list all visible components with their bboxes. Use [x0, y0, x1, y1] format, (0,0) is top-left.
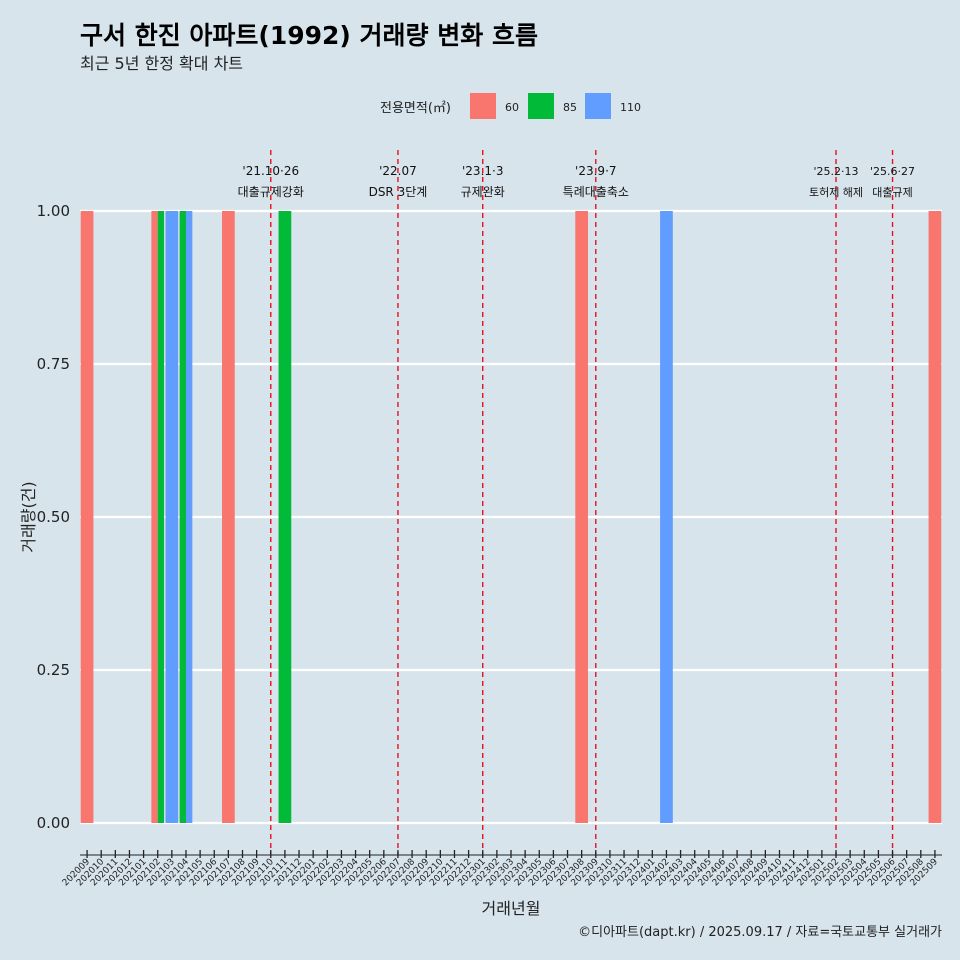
bar-60-202009 [80, 211, 94, 823]
event-date: '22.07 [379, 164, 417, 178]
legend-key-60 [470, 93, 496, 119]
event-label: 규제완화 [461, 185, 505, 199]
legend-label-60: 60 [505, 101, 519, 114]
y-tick-label: 0.00 [37, 814, 70, 832]
bar-85-202104 [179, 211, 186, 823]
bar-110-202104 [185, 211, 193, 823]
y-tick-label: 1.00 [37, 202, 70, 220]
legend-key-110 [585, 93, 611, 119]
bar-110-202402 [660, 211, 673, 823]
event-date: '21.10·26 [242, 164, 299, 178]
event-date: '25.6·27 [870, 165, 915, 178]
event-date: '25.2·13 [814, 165, 859, 178]
event-label: DSR 3단계 [369, 185, 428, 199]
y-tick-label: 0.75 [37, 355, 70, 373]
legend-label-85: 85 [563, 101, 577, 114]
bars [80, 211, 942, 823]
bar-60-202509 [928, 211, 942, 823]
event-labels: '21.10·26 대출규제강화 '22.07 DSR 3단계 '23.1·3 규제완화 '… [238, 164, 915, 199]
legend: 전용면적(㎡) 60 85 110 [380, 93, 641, 119]
legend-title: 전용면적(㎡) [380, 101, 451, 116]
event-date: '23.1·3 [462, 164, 503, 178]
y-tick-label: 0.25 [37, 661, 70, 679]
event-label: 특례대출축소 [563, 185, 629, 199]
chart-title: 구서 한진 아파트(1992) 거래량 변화 흐름 [80, 21, 538, 50]
bar-85-202102 [157, 211, 165, 823]
grid [80, 209, 942, 825]
event-lines [270, 150, 894, 855]
caption: ©디아파트(dapt.kr) / 2025.09.17 / 자료=국토교통부 실… [578, 925, 942, 940]
bar-60-202102 [151, 211, 158, 823]
event-label: 대출규제강화 [238, 185, 304, 199]
bar-60-202107 [222, 211, 235, 823]
y-axis: 0.00 0.25 0.50 0.75 1.00 [37, 202, 70, 832]
event-label: 대출규제 [872, 186, 912, 199]
bar-110-202103 [165, 211, 179, 823]
y-tick-label: 0.50 [37, 508, 70, 526]
y-axis-title: 거래량(건) [19, 481, 38, 552]
event-date: '23.9·7 [575, 164, 616, 178]
legend-label-110: 110 [620, 101, 641, 114]
bar-85-202111 [278, 211, 292, 823]
legend-key-85 [528, 93, 554, 119]
bar-60-202308 [575, 211, 589, 823]
x-axis: 2020092020102020112020122021012021022021… [61, 850, 942, 888]
chart-subtitle: 최근 5년 한정 확대 차트 [80, 54, 243, 73]
event-label: 토허제 해제 [809, 185, 863, 199]
x-axis-title: 거래년월 [482, 899, 541, 918]
